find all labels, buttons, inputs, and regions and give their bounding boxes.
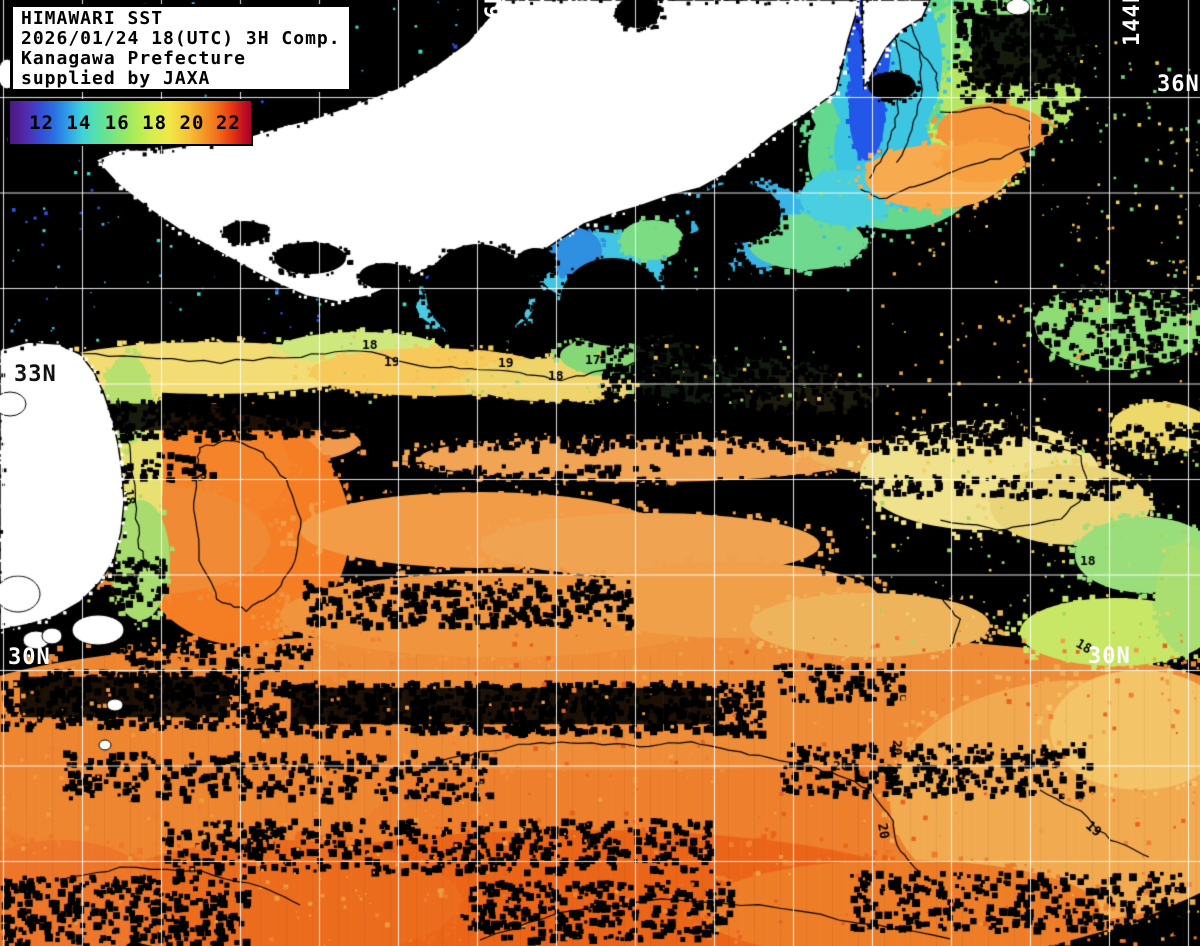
title-line-product: HIMAWARI SST [21,8,164,29]
lat-label-36n: 36N [1157,72,1200,97]
lat-label-30n-right: 30N [1088,644,1131,669]
colorbar-legend: 12 14 16 18 20 22 [8,99,253,146]
lat-label-33n: 33N [14,362,57,387]
title-line-source: supplied by JAXA [21,68,211,89]
lat-label-30n-left: 30N [8,645,51,670]
colorbar-tick-18: 18 [142,112,168,134]
colorbar-tick-14: 14 [66,112,92,134]
title-line-datetime: 2026/01/24 18(UTC) 3H Comp. [21,28,341,49]
title-box: HIMAWARI SST 2026/01/24 18(UTC) 3H Comp.… [10,4,352,92]
colorbar-tick-16: 16 [104,112,130,134]
colorbar-tick-20: 20 [179,112,205,134]
colorbar-tick-12: 12 [29,112,55,134]
colorbar-tick-22: 22 [215,112,241,134]
title-line-region: Kanagawa Prefecture [21,48,246,69]
lon-label-144e: 144E [1120,0,1145,46]
lon-label-136e: 136E [482,0,507,47]
